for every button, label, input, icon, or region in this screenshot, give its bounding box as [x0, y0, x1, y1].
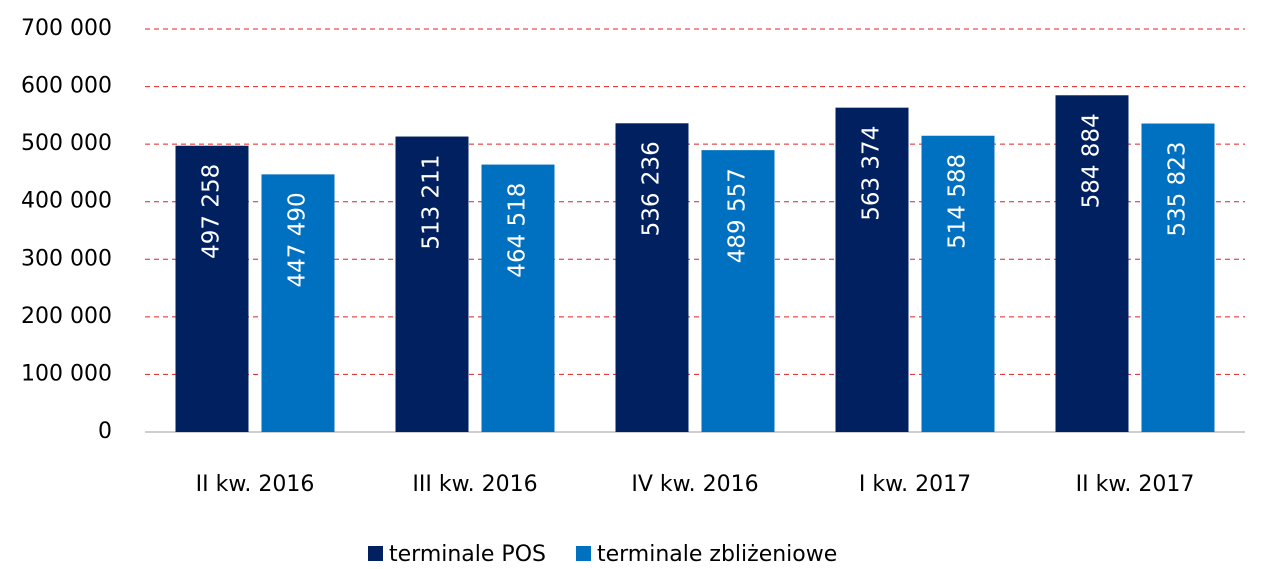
- x-tick-label: III kw. 2016: [412, 472, 537, 497]
- bar: [1141, 123, 1215, 432]
- legend-swatch: [575, 546, 591, 561]
- value-label: 584 884: [1079, 113, 1105, 208]
- bar: [921, 135, 995, 433]
- value-label: 536 236: [639, 141, 665, 236]
- x-tick-label: II kw. 2016: [196, 472, 315, 497]
- legend-swatch: [368, 546, 383, 561]
- bar: [1055, 95, 1129, 432]
- legend-label: terminale POS: [389, 542, 546, 567]
- x-tick-label: IV kw. 2016: [631, 472, 758, 497]
- bar: [481, 164, 555, 432]
- y-tick-label: 700 000: [21, 16, 112, 41]
- y-tick-label: 500 000: [21, 131, 112, 156]
- y-tick-label: 300 000: [21, 246, 112, 271]
- value-label: 497 258: [199, 164, 225, 259]
- bar: [175, 145, 249, 432]
- bar: [835, 107, 909, 433]
- y-tick-label: 600 000: [21, 74, 112, 99]
- bar: [615, 123, 689, 432]
- y-tick-label: 100 000: [21, 361, 112, 386]
- value-label: 513 211: [419, 155, 445, 250]
- x-tick-label: II kw. 2017: [1076, 472, 1195, 497]
- value-label: 514 588: [945, 154, 971, 249]
- y-tick-label: 200 000: [21, 304, 112, 329]
- value-label: 447 490: [285, 192, 311, 287]
- value-label: 464 518: [505, 183, 531, 278]
- x-tick-label: I kw. 2017: [859, 472, 971, 497]
- y-tick-label: 400 000: [21, 189, 112, 214]
- value-label: 489 557: [725, 168, 751, 263]
- legend-label: terminale zbliżeniowe: [597, 542, 837, 567]
- y-tick-label: 0: [98, 419, 112, 444]
- bar: [701, 150, 775, 433]
- bar: [261, 174, 335, 433]
- value-label: 563 374: [859, 126, 885, 221]
- value-label: 535 823: [1165, 142, 1191, 237]
- bar: [395, 136, 469, 432]
